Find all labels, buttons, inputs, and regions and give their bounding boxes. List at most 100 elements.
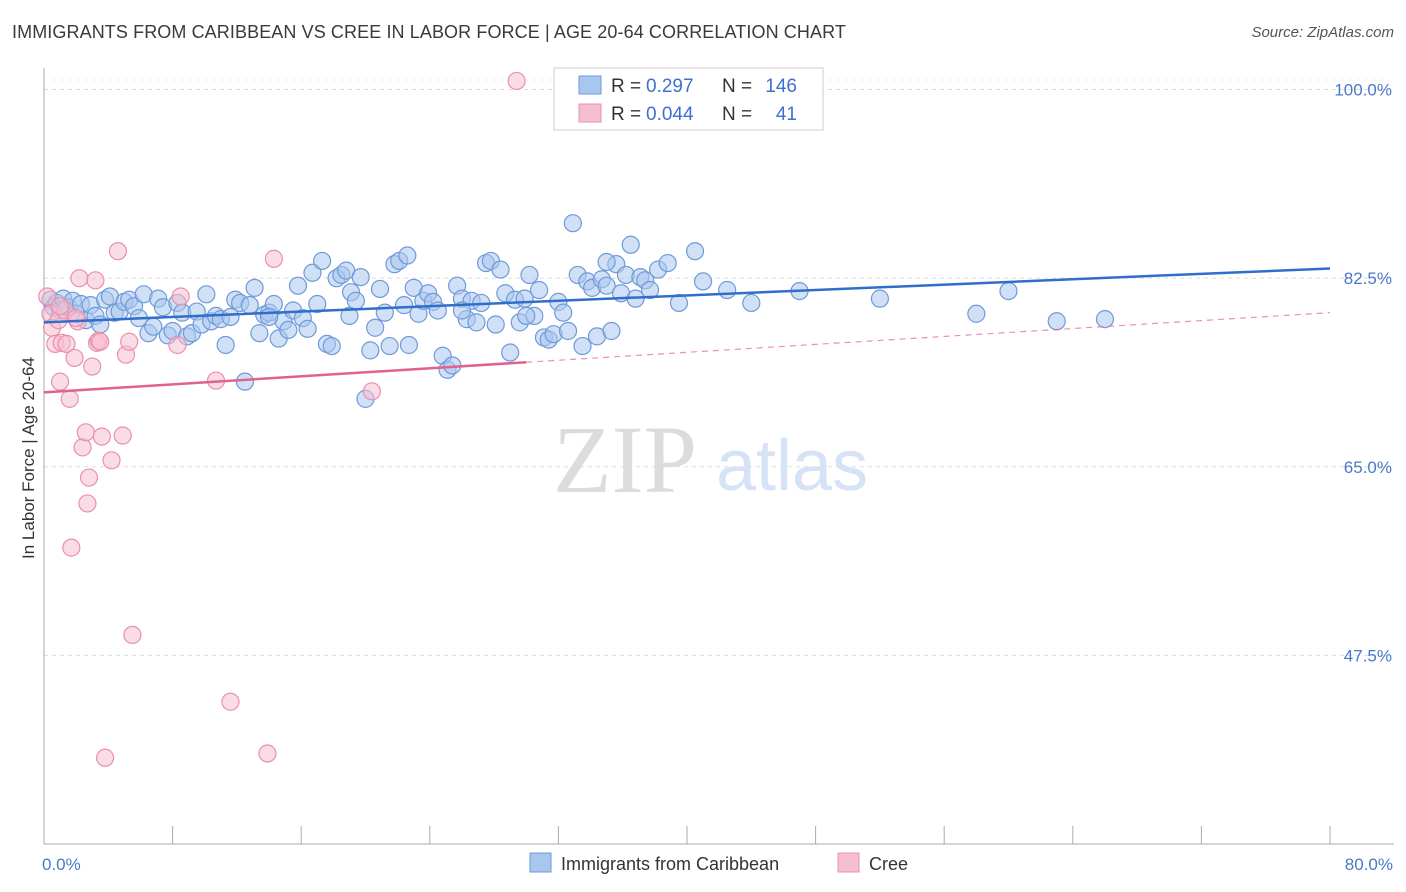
caribbean-point-94 — [486, 315, 505, 334]
cree-point-38 — [50, 297, 70, 316]
legend-swatch-cree — [578, 103, 602, 123]
cree-point-29 — [123, 625, 142, 645]
axes — [43, 68, 1394, 845]
cree-point-11 — [65, 348, 84, 368]
caribbean-point-55 — [298, 319, 317, 338]
caribbean-point-140 — [597, 252, 616, 272]
caribbean-point-128 — [658, 253, 677, 273]
trend-lines — [43, 267, 1331, 394]
bottom-legend: Immigrants from Caribbean Cree — [529, 852, 908, 874]
gridlines — [44, 79, 1390, 656]
bottom-legend-swatch-cree — [837, 852, 860, 873]
bottom-legend-swatch-caribbean — [529, 852, 552, 873]
cree-point-18 — [83, 357, 102, 376]
cree-point-23 — [92, 427, 111, 446]
caribbean-point-42 — [235, 372, 255, 391]
cree-point-8 — [57, 334, 76, 354]
cree-point-22 — [91, 332, 110, 351]
cree-point-15 — [76, 423, 95, 442]
caribbean-point-110 — [563, 214, 582, 233]
cree-point-16 — [78, 494, 97, 513]
cree-point-34 — [258, 744, 277, 763]
watermark-atlas: atlas — [716, 426, 868, 506]
bottom-legend-label-caribbean: Immigrants from Caribbean — [561, 854, 779, 874]
caribbean-point-68 — [361, 341, 380, 360]
y-tick-label-2: 65.0% — [1344, 458, 1392, 477]
caribbean-point-130 — [685, 242, 705, 261]
cree-point-26 — [108, 242, 128, 261]
caribbean-point-69 — [366, 318, 385, 337]
caribbean-point-51 — [279, 320, 298, 339]
cree-point-25 — [102, 451, 121, 470]
caribbean-point-142 — [340, 306, 359, 325]
caribbean-point-43 — [240, 296, 259, 315]
cree-point-0 — [38, 287, 57, 306]
legend-swatch-caribbean — [578, 75, 602, 95]
caribbean-point-57 — [308, 294, 327, 314]
y-tick-label-3: 47.5% — [1344, 646, 1392, 665]
cree-point-33 — [221, 692, 240, 711]
caribbean-point-95 — [491, 260, 510, 279]
bottom-legend-label-cree: Cree — [869, 854, 908, 874]
caribbean-point-44 — [245, 278, 264, 297]
caribbean-point-65 — [346, 291, 365, 310]
cree-point-10 — [62, 538, 81, 557]
caribbean-point-117 — [597, 276, 616, 295]
watermark-zip: ZIP — [553, 406, 697, 513]
caribbean-point-60 — [322, 336, 341, 356]
legend-r-value-1: 0.297 — [646, 76, 694, 97]
caribbean-point-72 — [380, 336, 399, 356]
caribbean-point-145 — [517, 306, 536, 325]
cree-point-9 — [60, 389, 79, 408]
legend-r-label-1: R = — [611, 76, 641, 97]
cree-point-37 — [507, 71, 526, 91]
cree-point-17 — [79, 468, 99, 487]
caribbean-point-131 — [693, 272, 713, 291]
caribbean-point-133 — [742, 293, 761, 313]
cree-point-14 — [73, 438, 92, 457]
cree-point-27 — [113, 426, 132, 445]
top-legend: R = 0.297 N = 146 R = 0.044 N = 41 — [553, 67, 824, 131]
watermark: ZIP atlas — [553, 406, 868, 513]
series-cree-points — [38, 71, 526, 767]
caribbean-point-38 — [216, 335, 235, 355]
legend-n-value-2: 41 — [776, 104, 797, 125]
x-tick-label-1: 80.0% — [1345, 855, 1393, 874]
caribbean-point-103 — [530, 280, 549, 300]
caribbean-point-138 — [1047, 312, 1066, 331]
cree-trend-line-extension — [526, 312, 1331, 363]
caribbean-point-70 — [370, 279, 390, 299]
caribbean-point-75 — [394, 296, 414, 315]
caribbean-point-56 — [303, 263, 322, 282]
cree-point-36 — [362, 382, 382, 401]
y-axis-title: In Labor Force | Age 20-64 — [19, 357, 38, 559]
x-tick-labels: 0.0% 80.0% — [42, 855, 1393, 874]
caribbean-point-126 — [640, 280, 660, 300]
cree-point-13 — [70, 269, 89, 288]
caribbean-point-135 — [870, 289, 890, 308]
cree-point-40 — [120, 332, 139, 351]
legend-n-value-1: 146 — [765, 76, 797, 97]
cree-point-19 — [86, 271, 105, 290]
cree-point-31 — [171, 287, 190, 306]
caribbean-point-76 — [399, 335, 419, 355]
caribbean-trend-line — [43, 267, 1331, 324]
caribbean-point-101 — [520, 265, 539, 285]
cree-point-24 — [95, 748, 115, 767]
caribbean-point-129 — [669, 293, 689, 313]
cree-trend-line — [43, 360, 527, 394]
caribbean-point-34 — [197, 285, 216, 304]
caribbean-point-66 — [351, 267, 370, 287]
caribbean-point-108 — [554, 303, 573, 322]
y-tick-labels: 100.0% 82.5% 65.0% 47.5% — [1334, 81, 1392, 666]
caribbean-point-141 — [398, 246, 417, 265]
caribbean-point-139 — [1095, 310, 1115, 329]
caribbean-point-53 — [288, 276, 308, 295]
caribbean-point-90 — [467, 313, 486, 332]
caribbean-point-143 — [259, 307, 279, 327]
caribbean-point-97 — [501, 343, 520, 362]
legend-n-label-1: N = — [722, 76, 752, 97]
legend-r-value-2: 0.044 — [646, 104, 694, 125]
chart-title: IMMIGRANTS FROM CARIBBEAN VS CREE IN LAB… — [12, 22, 846, 42]
